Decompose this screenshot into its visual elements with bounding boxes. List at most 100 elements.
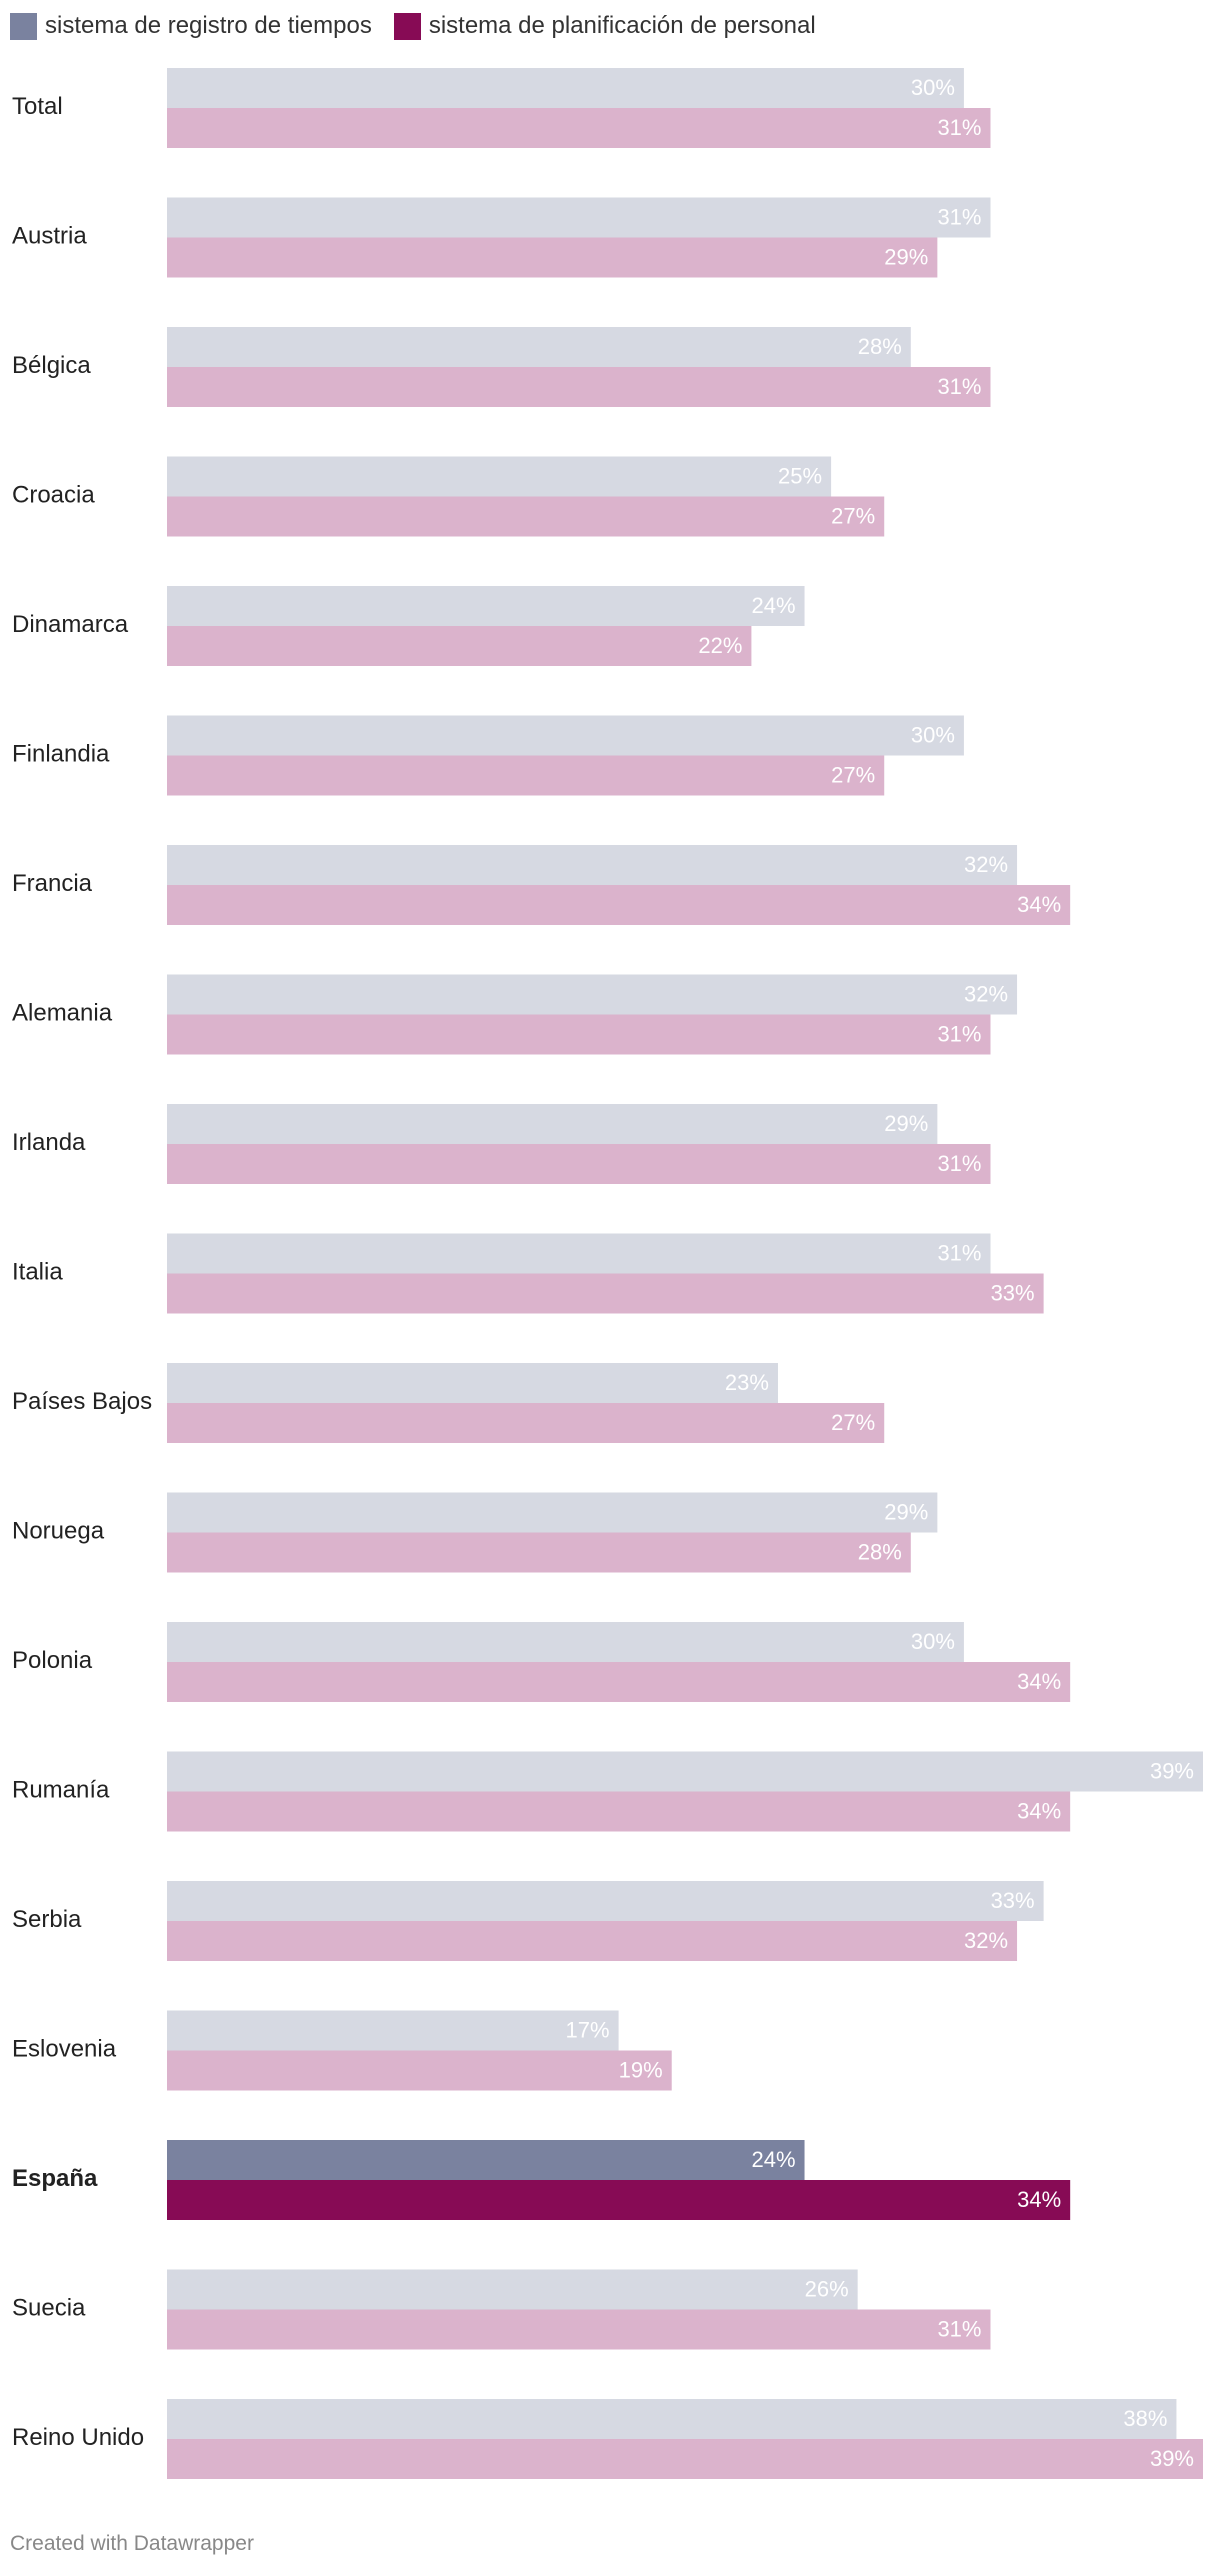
footer-credit[interactable]: Created with Datawrapper [10,2532,254,2555]
value-label-belgica-series1: 28% [858,334,902,359]
bar-irlanda-series1 [167,1104,938,1144]
value-label-rumania-series1: 39% [1150,1759,1194,1784]
category-label-serbia: Serbia [12,1906,82,1933]
value-label-dinamarca-series2: 22% [698,633,742,658]
category-label-noruega: Noruega [12,1518,105,1545]
value-label-francia-series1: 32% [964,852,1008,877]
legend: sistema de registro de tiempos sistema d… [10,8,838,44]
value-label-austria-series1: 31% [937,205,981,230]
value-label-irlanda-series2: 31% [937,1151,981,1176]
value-label-noruega-series2: 28% [858,1540,902,1565]
bar-total-series1 [167,68,964,108]
value-label-dinamarca-series1: 24% [751,593,795,618]
category-label-paises-bajos: Países Bajos [12,1388,152,1415]
bar-rumania-series2 [167,1791,1071,1832]
legend-item-registro: sistema de registro de tiempos [10,12,372,40]
value-label-eslovenia-series1: 17% [566,2018,610,2043]
value-label-serbia-series2: 32% [964,1928,1008,1953]
legend-label-planificacion: sistema de planificación de personal [428,12,816,39]
legend-item-planificacion: sistema de planificación de personal [393,12,816,40]
bar-reino-unido-series1 [167,2399,1177,2439]
value-label-polonia-series1: 30% [911,1629,955,1654]
bar-serbia-series1 [167,1881,1044,1921]
value-label-rumania-series2: 34% [1017,1799,1061,1824]
value-label-paises-bajos-series2: 27% [831,1410,875,1435]
value-label-suecia-series1: 26% [805,2277,849,2302]
legend-swatch-registro [10,12,37,40]
category-label-suecia: Suecia [12,2295,86,2322]
category-label-dinamarca: Dinamarca [12,611,129,638]
category-label-polonia: Polonia [12,1647,93,1674]
bar-espana-series2 [167,2180,1071,2220]
bar-suecia-series1 [167,2269,858,2310]
category-label-espana: España [12,2165,98,2192]
value-label-croacia-series2: 27% [831,504,875,529]
value-label-paises-bajos-series1: 23% [725,1370,769,1395]
bar-reino-unido-series2 [167,2439,1203,2479]
bar-finlandia-series2 [167,755,885,796]
category-label-rumania: Rumanía [12,1777,110,1804]
category-label-finlandia: Finlandia [12,741,110,768]
category-label-eslovenia: Eslovenia [12,2036,117,2063]
category-label-reino-unido: Reino Unido [12,2424,144,2451]
value-label-finlandia-series1: 30% [911,723,955,748]
value-label-italia-series2: 33% [991,1281,1035,1306]
bar-austria-series2 [167,237,938,278]
bar-finlandia-series1 [167,715,964,756]
category-label-alemania: Alemania [12,1000,113,1027]
category-label-total: Total [12,93,63,120]
value-label-noruega-series1: 29% [884,1500,928,1525]
bar-noruega-series1 [167,1492,938,1533]
category-label-italia: Italia [12,1259,63,1286]
bar-alemania-series1 [167,974,1018,1015]
value-label-alemania-series2: 31% [937,1022,981,1047]
value-label-polonia-series2: 34% [1017,1669,1061,1694]
bar-rumania-series1 [167,1751,1203,1792]
bar-italia-series1 [167,1233,991,1274]
value-label-espana-series2: 34% [1017,2187,1061,2212]
bar-suecia-series2 [167,2309,991,2350]
legend-swatch-planificacion [393,12,421,40]
value-label-serbia-series1: 33% [991,1888,1035,1913]
value-label-eslovenia-series2: 19% [619,2058,663,2083]
legend-label-registro: sistema de registro de tiempos [45,12,372,39]
value-label-reino-unido-series2: 39% [1150,2446,1194,2471]
bar-dinamarca-series1 [167,586,805,626]
bar-espana-series1 [167,2140,805,2180]
value-label-espana-series1: 24% [751,2147,795,2172]
bar-italia-series2 [167,1273,1044,1314]
bar-eslovenia-series1 [167,2010,619,2051]
bar-serbia-series2 [167,1921,1018,1961]
category-label-croacia: Croacia [12,482,95,509]
value-label-reino-unido-series1: 38% [1123,2406,1167,2431]
bar-francia-series2 [167,885,1071,925]
value-label-total-series1: 30% [911,75,955,100]
bar-irlanda-series2 [167,1144,991,1184]
value-label-total-series2: 31% [937,115,981,140]
value-label-suecia-series2: 31% [937,2317,981,2342]
bar-francia-series1 [167,845,1018,885]
bar-polonia-series1 [167,1622,964,1662]
bar-total-series2 [167,108,991,148]
bar-noruega-series2 [167,1532,911,1573]
category-label-francia: Francia [12,870,93,897]
value-label-finlandia-series2: 27% [831,763,875,788]
value-label-belgica-series2: 31% [937,374,981,399]
bar-belgica-series2 [167,367,991,407]
category-label-irlanda: Irlanda [12,1129,86,1156]
bar-belgica-series1 [167,327,911,367]
bar-paises-bajos-series1 [167,1363,778,1403]
bar-alemania-series2 [167,1014,991,1055]
value-label-italia-series1: 31% [937,1241,981,1266]
value-label-alemania-series1: 32% [964,982,1008,1007]
value-label-irlanda-series1: 29% [884,1111,928,1136]
bar-dinamarca-series2 [167,626,752,666]
bar-eslovenia-series2 [167,2050,672,2091]
value-label-francia-series2: 34% [1017,892,1061,917]
value-label-croacia-series1: 25% [778,464,822,489]
bar-croacia-series1 [167,456,832,497]
value-label-austria-series2: 29% [884,245,928,270]
bar-paises-bajos-series2 [167,1403,885,1443]
category-label-austria: Austria [12,223,87,250]
